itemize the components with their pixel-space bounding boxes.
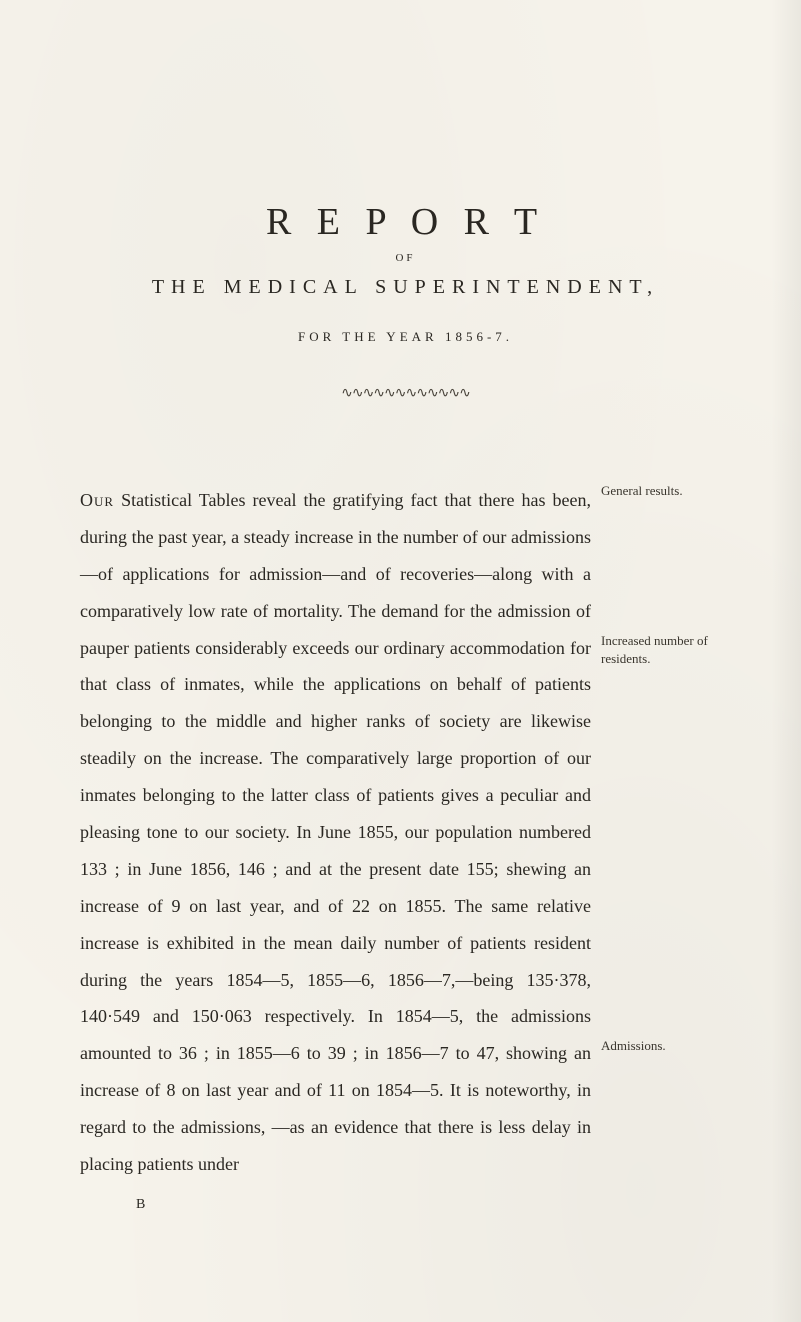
divider-squiggle: ∿∿∿∿∿∿∿∿∿∿∿∿ (80, 385, 731, 402)
of-label: OF (80, 252, 731, 264)
report-title: R E P O R T (80, 200, 731, 244)
lead-word: Our (80, 490, 114, 510)
margin-note-general-results: General results. (601, 482, 731, 500)
margin-note-increased-number: Increased num­ber of residents. (601, 632, 731, 667)
subtitle: THE MEDICAL SUPERINTENDENT, (80, 276, 731, 299)
body-paragraph: Our Statistical Tables reveal the gratif… (80, 482, 591, 1183)
body-block: General results. Increased num­ber of re… (80, 482, 731, 1183)
margin-note-admissions: Admissions. (601, 1037, 731, 1055)
signature-mark: B (80, 1197, 731, 1213)
year-line: FOR THE YEAR 1856-7. (80, 329, 731, 345)
body-text: Statistical Tables reveal the gratifying… (80, 490, 591, 1174)
page: R E P O R T OF THE MEDICAL SUPERINTENDEN… (0, 0, 801, 1322)
